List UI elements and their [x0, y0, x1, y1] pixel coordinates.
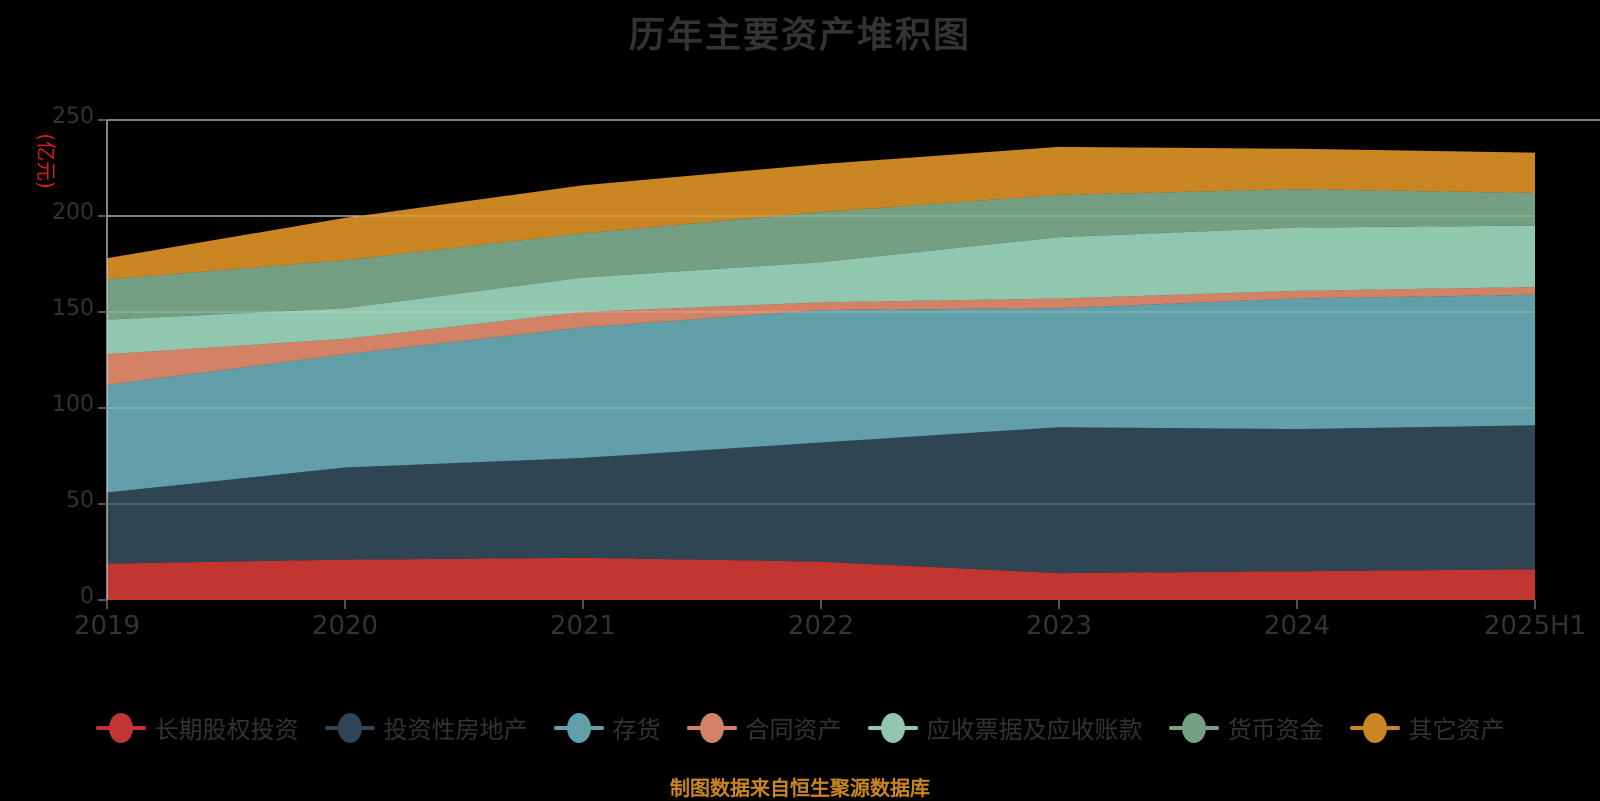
x-tick-label: 2025H1: [1484, 611, 1586, 641]
area-series-应收票据及应收账款: [107, 225, 1535, 355]
legend-label: 货币资金: [1227, 716, 1324, 744]
area-series-长期股权投资: [107, 557, 1535, 600]
y-axis-unit-label: (亿元): [34, 133, 58, 189]
area-series-合同资产: [107, 287, 1535, 385]
legend-item[interactable]: 长期股权投资: [95, 710, 299, 745]
y-tick-label: 150: [52, 296, 94, 321]
legend-label: 其它资产: [1408, 716, 1505, 744]
x-tick-label: 2019: [74, 611, 140, 641]
legend-item[interactable]: 投资性房地产: [324, 710, 528, 745]
x-tick-label: 2021: [550, 611, 616, 641]
area-series-存货: [107, 294, 1535, 493]
area-series-其它资产: [107, 146, 1535, 280]
legend-label: 长期股权投资: [154, 716, 299, 744]
legend-line-dot-icon: [324, 712, 375, 743]
y-tick-label: 100: [52, 392, 94, 417]
legend-label: 投资性房地产: [383, 716, 528, 744]
legend-line-dot-icon: [686, 712, 737, 743]
area-series-货币资金: [107, 189, 1535, 320]
legend-label: 应收票据及应收账款: [926, 716, 1143, 744]
x-tick-label: 2022: [788, 611, 854, 641]
legend-line-dot-icon: [1349, 712, 1400, 743]
x-tick-label: 2023: [1026, 611, 1092, 641]
x-tick-label: 2024: [1264, 611, 1330, 641]
chart-title: 历年主要资产堆积图: [628, 15, 971, 56]
y-tick-label: 0: [80, 584, 94, 609]
legend-item[interactable]: 货币资金: [1168, 710, 1324, 745]
legend-line-dot-icon: [1168, 712, 1219, 743]
legend-label: 合同资产: [745, 716, 842, 744]
legend-item[interactable]: 应收票据及应收账款: [867, 710, 1143, 745]
legend-line-dot-icon: [95, 712, 146, 743]
y-tick-label: 50: [66, 488, 94, 513]
stacked-area-plot: 0 50 100 150 200 250 2019 2020 2021 2022 2023 2024 2…: [52, 104, 1600, 641]
data-source-note: 制图数据来自恒生聚源数据库: [670, 776, 930, 800]
legend: 长期股权投资 投资性房地产 存货 合同资产 应收票据及应收账款 货币资金: [0, 710, 1600, 745]
legend-line-dot-icon: [867, 712, 918, 743]
legend-item[interactable]: 合同资产: [686, 710, 842, 745]
y-tick-label: 200: [52, 200, 94, 225]
area-series-投资性房地产: [107, 425, 1535, 574]
legend-item[interactable]: 其它资产: [1349, 710, 1505, 745]
legend-line-dot-icon: [553, 712, 604, 743]
legend-label: 存货: [612, 716, 661, 744]
y-tick-label: 250: [52, 104, 94, 129]
legend-item[interactable]: 存货: [553, 710, 661, 745]
x-tick-label: 2020: [312, 611, 378, 641]
